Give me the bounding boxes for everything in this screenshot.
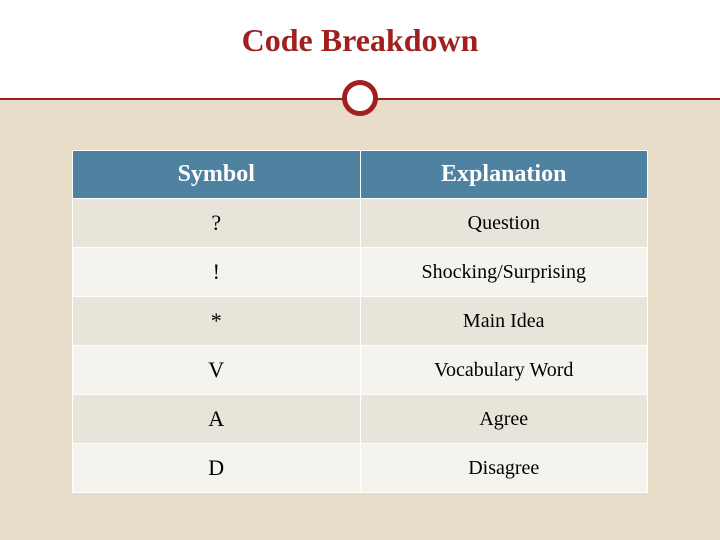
symbol-cell: * [73, 297, 361, 346]
code-table-wrap: Symbol Explanation ? Question ! Shocking… [72, 150, 648, 493]
table-row: ! Shocking/Surprising [73, 248, 648, 297]
col-header-symbol: Symbol [73, 151, 361, 199]
table-header-row: Symbol Explanation [73, 151, 648, 199]
symbol-cell: ? [73, 199, 361, 248]
table-row: ? Question [73, 199, 648, 248]
explanation-cell: Question [360, 199, 648, 248]
code-table: Symbol Explanation ? Question ! Shocking… [72, 150, 648, 493]
symbol-cell: V [73, 346, 361, 395]
explanation-cell: Vocabulary Word [360, 346, 648, 395]
col-header-explanation: Explanation [360, 151, 648, 199]
table-row: A Agree [73, 395, 648, 444]
symbol-cell: D [73, 444, 361, 493]
table-row: * Main Idea [73, 297, 648, 346]
title-area: Code Breakdown [0, 0, 720, 59]
table-row: D Disagree [73, 444, 648, 493]
symbol-cell: ! [73, 248, 361, 297]
circle-icon [342, 80, 378, 116]
explanation-cell: Disagree [360, 444, 648, 493]
explanation-cell: Shocking/Surprising [360, 248, 648, 297]
slide-container: Code Breakdown Symbol Explanation ? Ques… [0, 0, 720, 540]
page-title: Code Breakdown [0, 22, 720, 59]
table-row: V Vocabulary Word [73, 346, 648, 395]
symbol-cell: A [73, 395, 361, 444]
explanation-cell: Main Idea [360, 297, 648, 346]
explanation-cell: Agree [360, 395, 648, 444]
